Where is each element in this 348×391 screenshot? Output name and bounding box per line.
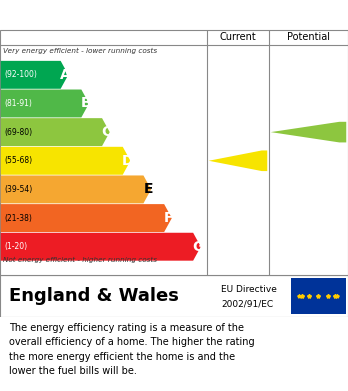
Text: A: A: [60, 68, 71, 82]
Text: (1-20): (1-20): [4, 242, 27, 251]
Text: E: E: [143, 183, 153, 196]
Text: Current: Current: [220, 32, 256, 43]
Polygon shape: [271, 122, 346, 142]
Text: C: C: [102, 125, 112, 139]
Text: (69-80): (69-80): [4, 127, 32, 136]
Text: (92-100): (92-100): [4, 70, 37, 79]
Polygon shape: [209, 151, 267, 171]
Polygon shape: [1, 176, 151, 203]
Text: England & Wales: England & Wales: [9, 287, 179, 305]
Text: Energy Efficiency Rating: Energy Efficiency Rating: [9, 8, 230, 23]
Text: (39-54): (39-54): [4, 185, 32, 194]
Text: B: B: [81, 97, 91, 111]
Text: (81-91): (81-91): [4, 99, 32, 108]
Text: Very energy efficient - lower running costs: Very energy efficient - lower running co…: [3, 47, 157, 54]
Text: The energy efficiency rating is a measure of the
overall efficiency of a home. T: The energy efficiency rating is a measur…: [9, 323, 254, 376]
Text: F: F: [164, 211, 174, 225]
Text: D: D: [121, 154, 133, 168]
Text: EU Directive: EU Directive: [221, 285, 277, 294]
Text: G: G: [192, 240, 204, 254]
Text: Potential: Potential: [287, 32, 330, 43]
Text: (21-38): (21-38): [4, 213, 32, 222]
Polygon shape: [1, 90, 89, 117]
Polygon shape: [1, 233, 201, 261]
Polygon shape: [1, 204, 172, 232]
Polygon shape: [1, 118, 110, 146]
Text: (55-68): (55-68): [4, 156, 32, 165]
Polygon shape: [1, 61, 68, 89]
Bar: [291, 278, 346, 314]
Polygon shape: [1, 147, 130, 175]
Text: Not energy efficient - higher running costs: Not energy efficient - higher running co…: [3, 257, 157, 263]
Text: 2002/91/EC: 2002/91/EC: [221, 300, 273, 309]
